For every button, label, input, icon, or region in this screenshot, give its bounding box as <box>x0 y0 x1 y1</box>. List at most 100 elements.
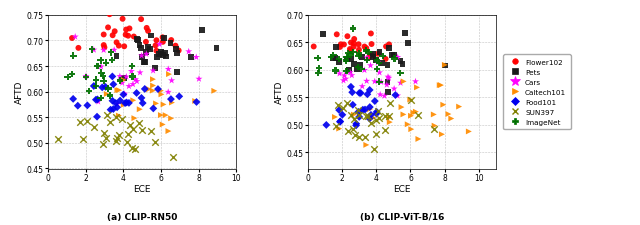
Point <box>67 37 77 41</box>
Point <box>148 107 159 111</box>
Point <box>118 104 129 107</box>
Point <box>406 128 417 131</box>
Point <box>126 70 136 74</box>
Point <box>157 36 168 40</box>
Point <box>435 84 445 88</box>
Point <box>154 53 164 56</box>
Point <box>106 51 116 55</box>
Point <box>385 102 395 106</box>
Point <box>114 133 124 137</box>
Point <box>371 119 381 123</box>
Point <box>343 52 353 55</box>
Point <box>331 46 341 49</box>
Point <box>406 99 417 102</box>
Point <box>132 39 143 43</box>
Point <box>413 114 423 118</box>
Point <box>361 144 371 147</box>
Point <box>134 122 145 125</box>
Point <box>209 90 220 93</box>
Point <box>67 73 77 77</box>
Point <box>429 128 440 131</box>
Point <box>354 116 364 119</box>
Point <box>99 49 109 53</box>
Point <box>348 104 358 107</box>
Point <box>374 117 385 121</box>
Point <box>120 102 130 106</box>
Point <box>128 99 138 103</box>
Point <box>131 92 141 95</box>
Point <box>89 49 99 52</box>
Point <box>358 108 368 112</box>
Point <box>172 71 182 75</box>
Point <box>99 44 109 48</box>
Point <box>378 55 388 58</box>
Point <box>326 56 336 60</box>
Point <box>356 68 367 71</box>
Point <box>365 122 376 125</box>
Point <box>383 115 394 119</box>
Point <box>102 114 112 117</box>
Point <box>335 46 345 50</box>
Point <box>108 75 118 79</box>
Point <box>111 55 122 58</box>
Point <box>374 62 384 65</box>
Point <box>359 69 369 73</box>
Point <box>349 38 359 42</box>
Point <box>115 79 125 83</box>
Point <box>397 63 408 66</box>
Point <box>339 79 349 83</box>
Point <box>166 98 176 101</box>
Point <box>157 123 168 127</box>
Point <box>112 89 122 92</box>
Point <box>365 54 375 57</box>
Text: (a) CLIP-RN50: (a) CLIP-RN50 <box>107 212 177 220</box>
Point <box>151 102 161 106</box>
Point <box>392 94 403 98</box>
Point <box>353 66 364 70</box>
Point <box>436 133 447 137</box>
Point <box>123 133 133 136</box>
Point <box>109 30 120 34</box>
Point <box>366 32 376 36</box>
Point <box>372 68 382 72</box>
Point <box>124 27 134 31</box>
Point <box>346 58 356 61</box>
Point <box>115 75 125 79</box>
Point <box>312 57 323 61</box>
Point <box>101 137 111 140</box>
Point <box>111 140 121 144</box>
Point <box>63 76 73 79</box>
Point <box>308 45 319 49</box>
Point <box>100 86 111 89</box>
Point <box>92 115 102 119</box>
Point <box>97 86 108 90</box>
Point <box>334 61 344 64</box>
Point <box>336 43 346 47</box>
Point <box>128 83 138 87</box>
Point <box>74 47 84 50</box>
Point <box>365 108 375 111</box>
Point <box>346 86 356 89</box>
Point <box>331 124 341 128</box>
Point <box>362 80 372 83</box>
Point <box>100 62 111 65</box>
Point <box>334 109 344 112</box>
Point <box>114 114 124 118</box>
Point <box>75 121 85 124</box>
Point <box>127 147 138 150</box>
Point <box>384 77 394 80</box>
Point <box>348 128 358 131</box>
Point <box>112 103 122 107</box>
Point <box>365 64 376 68</box>
Point <box>354 53 364 56</box>
Point <box>335 120 345 124</box>
Point <box>346 49 356 53</box>
Point <box>347 74 357 78</box>
Point <box>384 43 394 47</box>
Point <box>122 141 132 144</box>
Point <box>384 47 394 51</box>
Point <box>141 51 151 55</box>
Point <box>353 109 363 112</box>
Point <box>374 80 385 84</box>
Point <box>342 102 352 106</box>
